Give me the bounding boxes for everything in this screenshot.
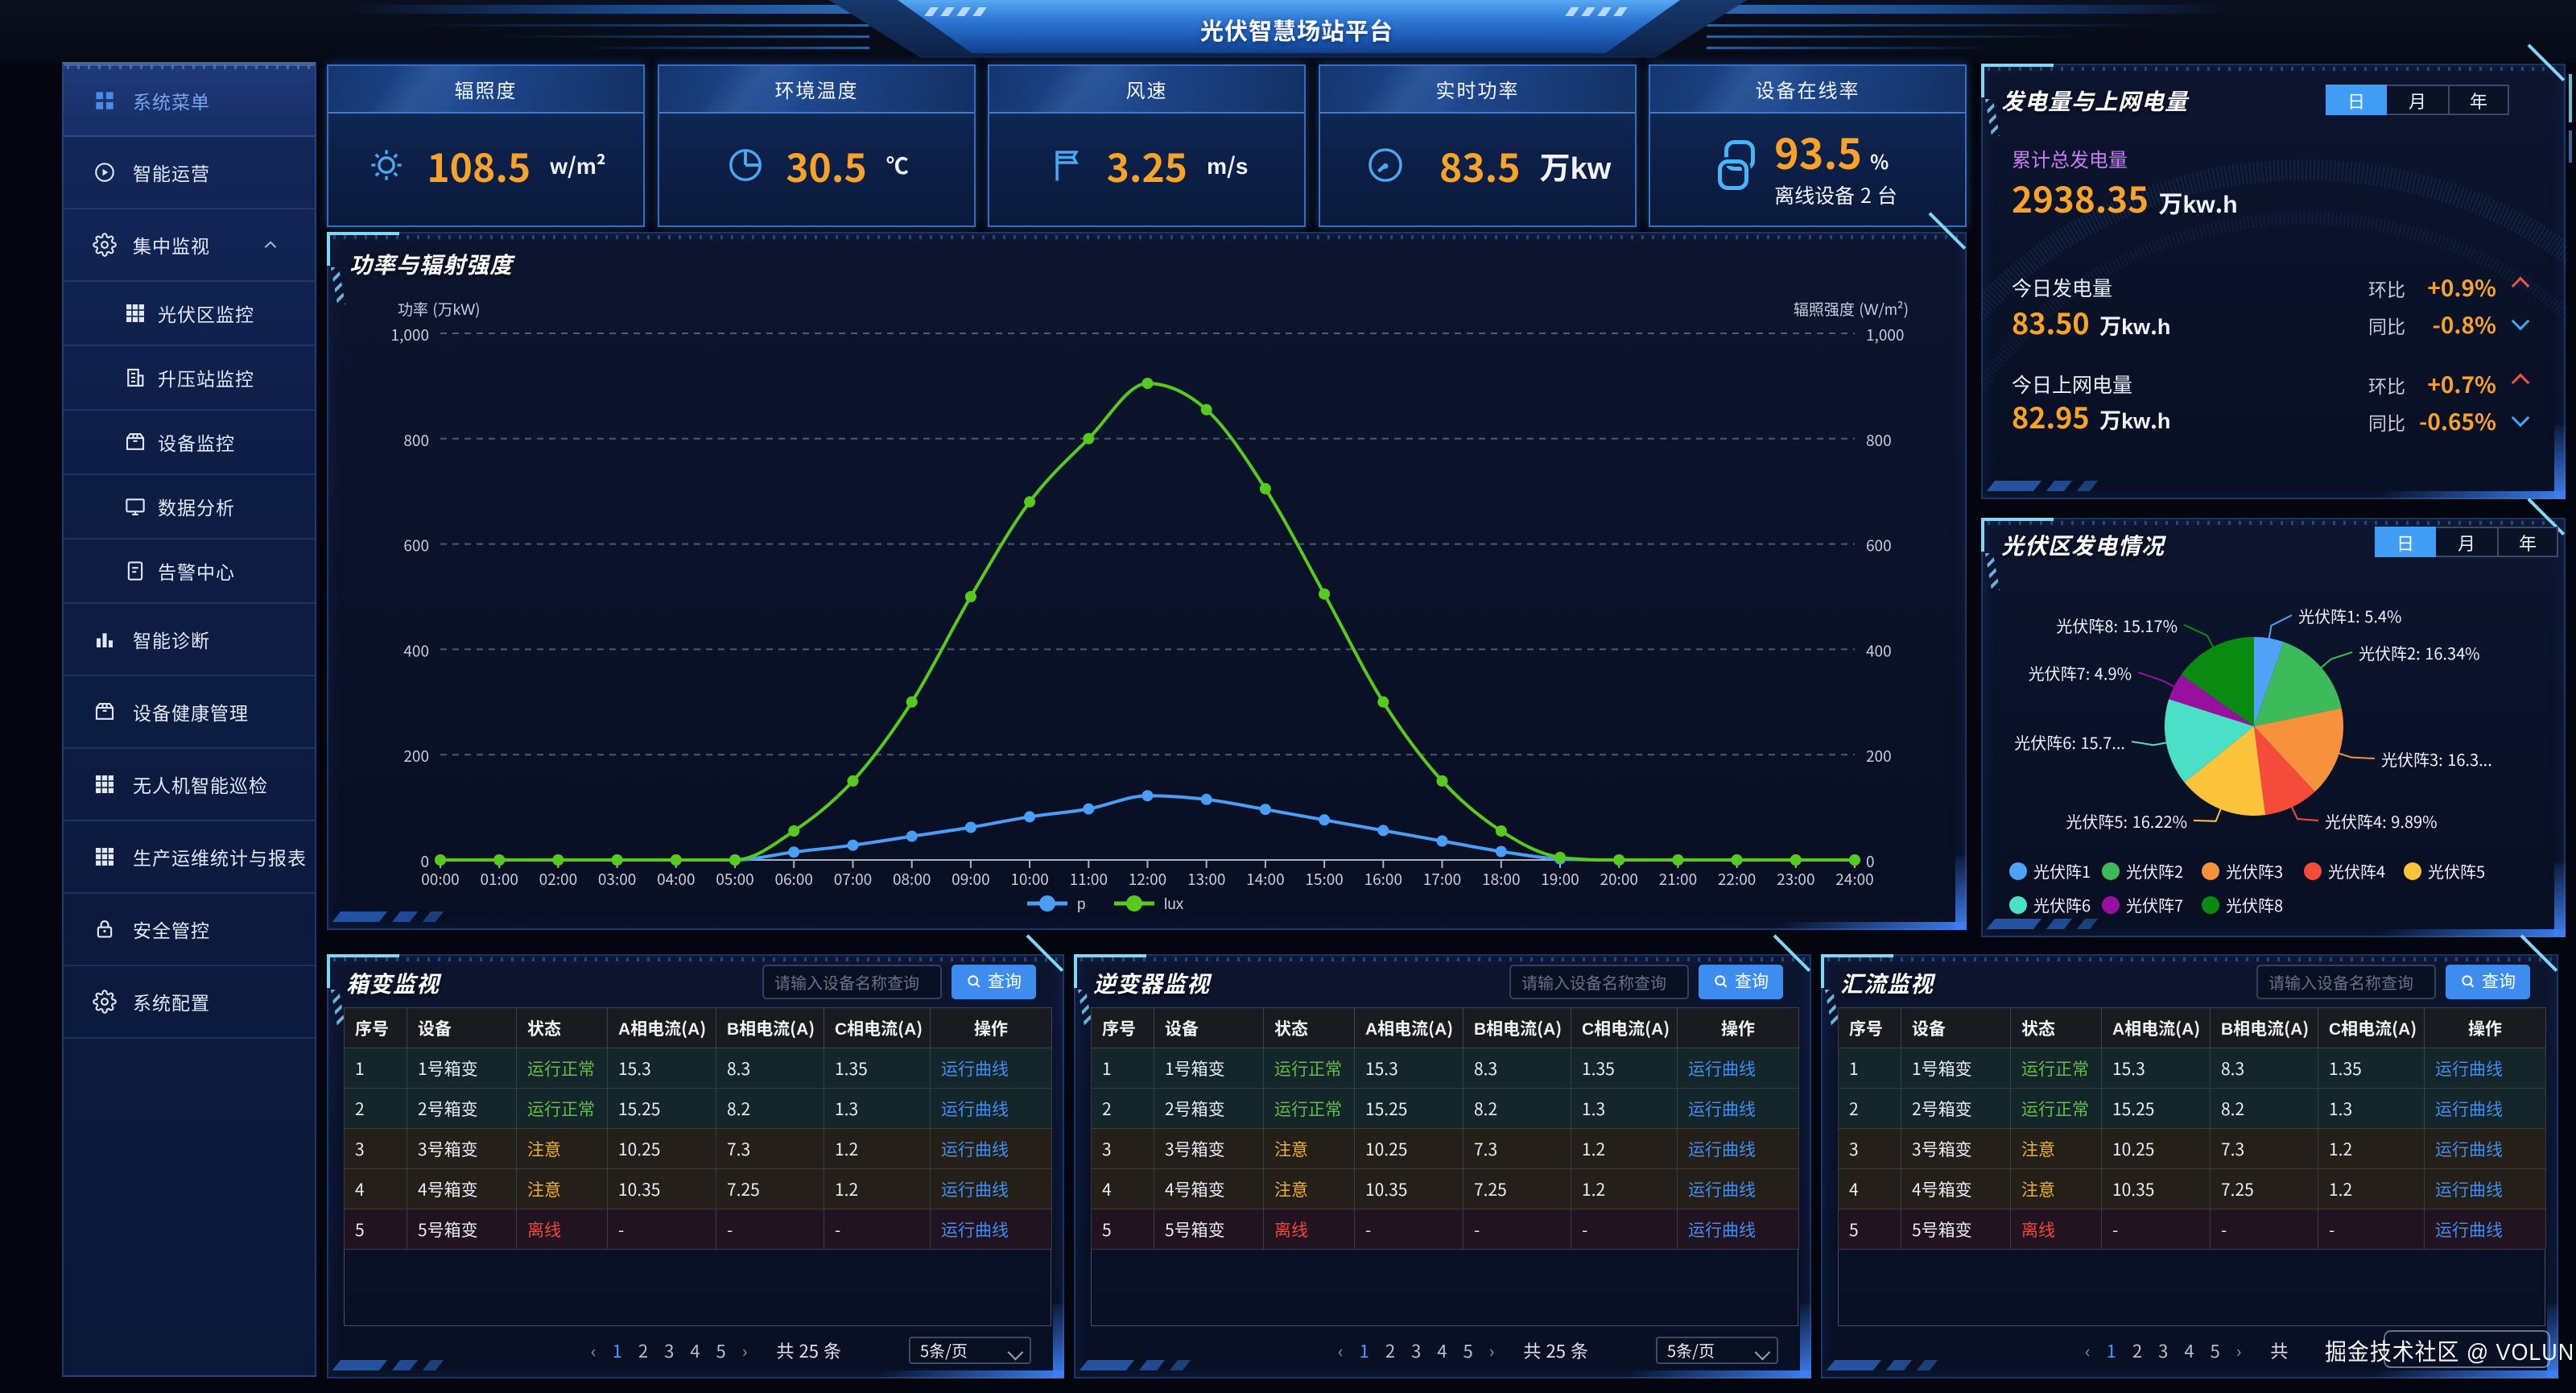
svg-text:12:00: 12:00	[1129, 868, 1166, 890]
svg-text:光伏阵2: 光伏阵2	[2126, 859, 2183, 883]
svg-text:21:00: 21:00	[1659, 868, 1697, 890]
svg-text:光伏阵2: 16.34%: 光伏阵2: 16.34%	[2359, 641, 2480, 664]
svg-text:光伏阵1: 5.4%: 光伏阵1: 5.4%	[2298, 604, 2401, 627]
svg-text:13:00: 13:00	[1187, 868, 1225, 890]
svg-text:17:00: 17:00	[1423, 868, 1461, 890]
svg-text:0: 0	[1866, 850, 1875, 872]
svg-text:16:00: 16:00	[1364, 868, 1402, 890]
svg-text:光伏阵3: 光伏阵3	[2226, 859, 2283, 883]
svg-text:20:00: 20:00	[1600, 868, 1637, 890]
svg-text:1,000: 1,000	[1866, 324, 1904, 345]
svg-text:15:00: 15:00	[1305, 868, 1343, 890]
svg-text:光伏阵5: 光伏阵5	[2428, 859, 2485, 883]
svg-text:光伏阵4: 光伏阵4	[2328, 859, 2385, 883]
svg-text:23:00: 23:00	[1777, 868, 1814, 890]
svg-text:22:00: 22:00	[1718, 868, 1756, 890]
svg-text:光伏阵5: 16.22%: 光伏阵5: 16.22%	[2066, 809, 2187, 833]
svg-text:00:00: 00:00	[421, 868, 459, 890]
svg-text:02:00: 02:00	[539, 868, 577, 890]
svg-text:光伏阵6: 光伏阵6	[2033, 893, 2091, 916]
svg-text:功率 (万kW): 功率 (万kW)	[398, 298, 481, 320]
svg-text:01:00: 01:00	[480, 868, 518, 890]
svg-text:辐照强度 (W/m²): 辐照强度 (W/m²)	[1794, 298, 1909, 320]
svg-text:光伏阵6: 15.7...: 光伏阵6: 15.7...	[2014, 730, 2125, 754]
svg-text:0: 0	[420, 850, 429, 872]
svg-text:03:00: 03:00	[598, 868, 636, 890]
svg-text:11:00: 11:00	[1070, 868, 1108, 890]
svg-text:07:00: 07:00	[834, 868, 872, 890]
svg-text:光伏阵7: 光伏阵7	[2126, 893, 2183, 916]
svg-text:600: 600	[1866, 535, 1892, 556]
svg-text:光伏阵7: 4.9%: 光伏阵7: 4.9%	[2029, 661, 2132, 684]
svg-text:lux: lux	[1164, 892, 1184, 914]
svg-text:光伏阵8: 光伏阵8	[2226, 893, 2283, 916]
svg-text:光伏阵4: 9.89%: 光伏阵4: 9.89%	[2325, 809, 2438, 833]
svg-text:p: p	[1077, 892, 1086, 914]
svg-text:06:00: 06:00	[774, 868, 812, 890]
svg-text:04:00: 04:00	[657, 868, 695, 890]
svg-text:19:00: 19:00	[1541, 868, 1579, 890]
svg-text:光伏阵8: 15.17%: 光伏阵8: 15.17%	[2056, 614, 2178, 637]
svg-text:05:00: 05:00	[716, 868, 753, 890]
svg-text:14:00: 14:00	[1246, 868, 1284, 890]
svg-text:200: 200	[403, 745, 429, 767]
svg-text:400: 400	[1866, 639, 1892, 661]
svg-text:200: 200	[1866, 745, 1892, 767]
svg-text:光伏阵1: 光伏阵1	[2033, 859, 2091, 883]
svg-text:1,000: 1,000	[391, 324, 429, 345]
svg-text:800: 800	[1866, 429, 1892, 451]
svg-text:光伏阵3: 16.3...: 光伏阵3: 16.3...	[2381, 747, 2492, 771]
svg-text:400: 400	[403, 639, 429, 661]
svg-text:18:00: 18:00	[1482, 868, 1520, 890]
svg-text:800: 800	[403, 429, 429, 451]
svg-text:24:00: 24:00	[1835, 868, 1873, 890]
svg-text:10:00: 10:00	[1010, 868, 1048, 890]
svg-text:08:00: 08:00	[893, 868, 931, 890]
svg-text:600: 600	[403, 535, 429, 556]
svg-text:09:00: 09:00	[952, 868, 989, 890]
